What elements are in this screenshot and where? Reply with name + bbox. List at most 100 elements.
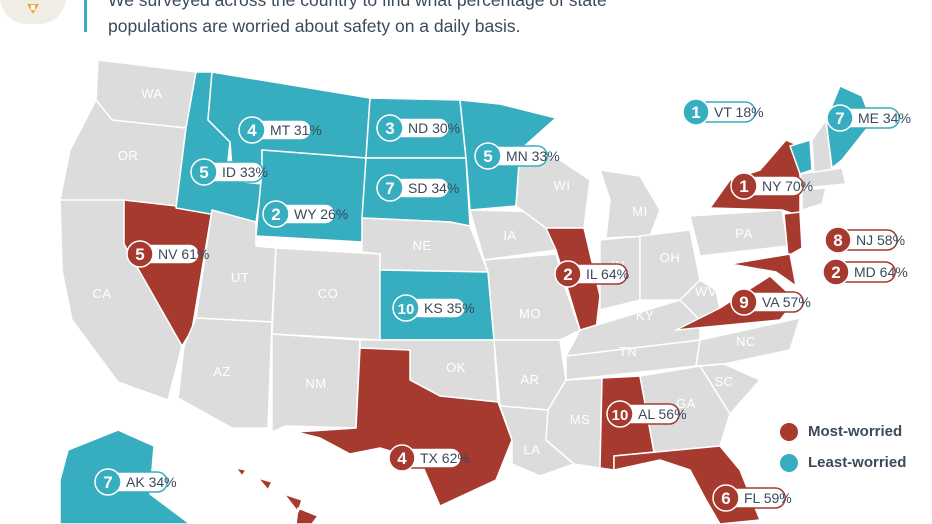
badge-label: IL 64% bbox=[586, 266, 629, 282]
state-abbr-mi: MI bbox=[632, 204, 647, 219]
intro-text: We surveyed across the country to find w… bbox=[108, 0, 808, 39]
badge-rank-circle bbox=[474, 142, 502, 170]
state-fl bbox=[613, 445, 761, 524]
badge-label: NJ 58% bbox=[856, 232, 905, 248]
legend: Most-worried Least-worried bbox=[780, 416, 906, 478]
state-abbr-wi: WI bbox=[554, 178, 571, 193]
state-abbr-oh: OH bbox=[660, 250, 681, 265]
badge-rank: 6 bbox=[721, 489, 730, 508]
badge-label: ME 34% bbox=[858, 110, 911, 126]
badge-rank-circle bbox=[262, 200, 290, 228]
state-abbr-wv: WV bbox=[695, 284, 717, 299]
badge-rank-circle bbox=[682, 98, 710, 126]
badge-rank-circle bbox=[376, 174, 404, 202]
state-abbr-ga: GA bbox=[676, 396, 696, 411]
state-abbr-tn: TN bbox=[619, 344, 637, 359]
badge-label: VA 57% bbox=[762, 294, 811, 310]
badge-wy: 2 WY 26% bbox=[262, 200, 348, 228]
state-abbr-ca: CA bbox=[92, 286, 111, 301]
badge-mn: 5 MN 33% bbox=[474, 142, 560, 170]
badge-rank: 7 bbox=[385, 179, 394, 198]
accent-bar bbox=[84, 0, 87, 32]
badge-rank-circle bbox=[126, 240, 154, 268]
badge-rank-circle bbox=[822, 258, 850, 286]
state-abbr-ne: NE bbox=[412, 238, 431, 253]
badge-rank: 10 bbox=[612, 407, 629, 424]
badge-il: 2 IL 64% bbox=[554, 260, 629, 288]
state-tx bbox=[295, 347, 513, 507]
state-wv bbox=[679, 279, 723, 321]
badge-label: AK 34% bbox=[126, 474, 177, 490]
state-abbr-ia: IA bbox=[503, 228, 516, 243]
badge-label: MN 33% bbox=[506, 148, 560, 164]
state-wy bbox=[255, 149, 367, 243]
badge-label: TX 62% bbox=[420, 450, 470, 466]
badge-rank-circle bbox=[392, 294, 420, 322]
badge-rank: 4 bbox=[247, 121, 257, 140]
badge-rank: 2 bbox=[831, 263, 840, 282]
state-abbr-nm: NM bbox=[305, 376, 326, 391]
legend-swatch-most bbox=[780, 422, 798, 441]
badge-rank: 2 bbox=[563, 265, 572, 284]
badge-rank-circle bbox=[94, 468, 122, 496]
badge-rank: 2 bbox=[271, 205, 280, 224]
badge-rank: 5 bbox=[483, 147, 492, 166]
badge-ks: 10 KS 35% bbox=[392, 294, 475, 322]
badge-nd: 3 ND 30% bbox=[376, 114, 460, 142]
badge-label: MD 64% bbox=[854, 264, 908, 280]
badge-rank: 5 bbox=[135, 245, 144, 264]
legend-label-most: Most-worried bbox=[808, 423, 903, 440]
badge-fl: 6 FL 59% bbox=[712, 484, 792, 512]
state-nc bbox=[695, 317, 801, 367]
state-az bbox=[177, 317, 273, 429]
badge-rank: 7 bbox=[103, 473, 112, 492]
legend-item-least: Least-worried bbox=[780, 447, 906, 478]
badge-rank: 10 bbox=[398, 301, 415, 318]
intro-line-2: populations are worried about safety on … bbox=[108, 16, 521, 36]
badge-nj: 8 NJ 58% bbox=[824, 226, 905, 254]
badge-rank-circle bbox=[554, 260, 582, 288]
badge-sd: 7 SD 34% bbox=[376, 174, 459, 202]
badge-ny: 1 NY 70% bbox=[730, 172, 813, 200]
badge-rank-circle bbox=[824, 226, 852, 254]
badge-label: VT 18% bbox=[714, 104, 764, 120]
badge-rank: 1 bbox=[691, 103, 700, 122]
warning-icon bbox=[0, 0, 66, 24]
badge-rank: 8 bbox=[833, 231, 842, 250]
badge-rank-circle bbox=[730, 172, 758, 200]
badge-rank: 9 bbox=[739, 293, 748, 312]
state-abbr-pa: PA bbox=[735, 226, 752, 241]
badge-tx: 4 TX 62% bbox=[388, 444, 470, 472]
badge-rank-circle bbox=[826, 104, 854, 132]
legend-label-least: Least-worried bbox=[808, 454, 907, 471]
badge-label: MT 31% bbox=[270, 122, 322, 138]
state-abbr-nc: NC bbox=[736, 334, 756, 349]
badge-rank: 1 bbox=[739, 177, 748, 196]
badge-rank-circle bbox=[606, 400, 634, 428]
badge-ak: 7 AK 34% bbox=[94, 468, 177, 496]
legend-item-most: Most-worried bbox=[780, 416, 906, 447]
state-abbr-ar: AR bbox=[520, 372, 539, 387]
state-mi bbox=[599, 169, 661, 239]
badge-mt: 4 MT 31% bbox=[238, 116, 322, 144]
badge-label: NV 61% bbox=[158, 246, 209, 262]
state-nj bbox=[783, 211, 803, 257]
badge-id: 5 ID 33% bbox=[190, 158, 268, 186]
state-ct bbox=[801, 187, 827, 211]
state-abbr-wa: WA bbox=[141, 86, 162, 101]
state-md bbox=[729, 253, 797, 287]
state-abbr-or: OR bbox=[118, 148, 139, 163]
state-abbr-ms: MS bbox=[570, 412, 591, 427]
legend-swatch-least bbox=[780, 453, 798, 472]
badge-rank-circle bbox=[712, 484, 740, 512]
badge-rank-circle bbox=[238, 116, 266, 144]
badge-rank-circle bbox=[730, 288, 758, 316]
state-abbr-ky: KY bbox=[636, 308, 654, 323]
badge-rank-circle bbox=[190, 158, 218, 186]
badge-label: ID 33% bbox=[222, 164, 268, 180]
badge-label: FL 59% bbox=[744, 490, 792, 506]
badge-rank-circle bbox=[388, 444, 416, 472]
badge-label: ND 30% bbox=[408, 120, 460, 136]
badge-al: 10 AL 56% bbox=[606, 400, 687, 428]
